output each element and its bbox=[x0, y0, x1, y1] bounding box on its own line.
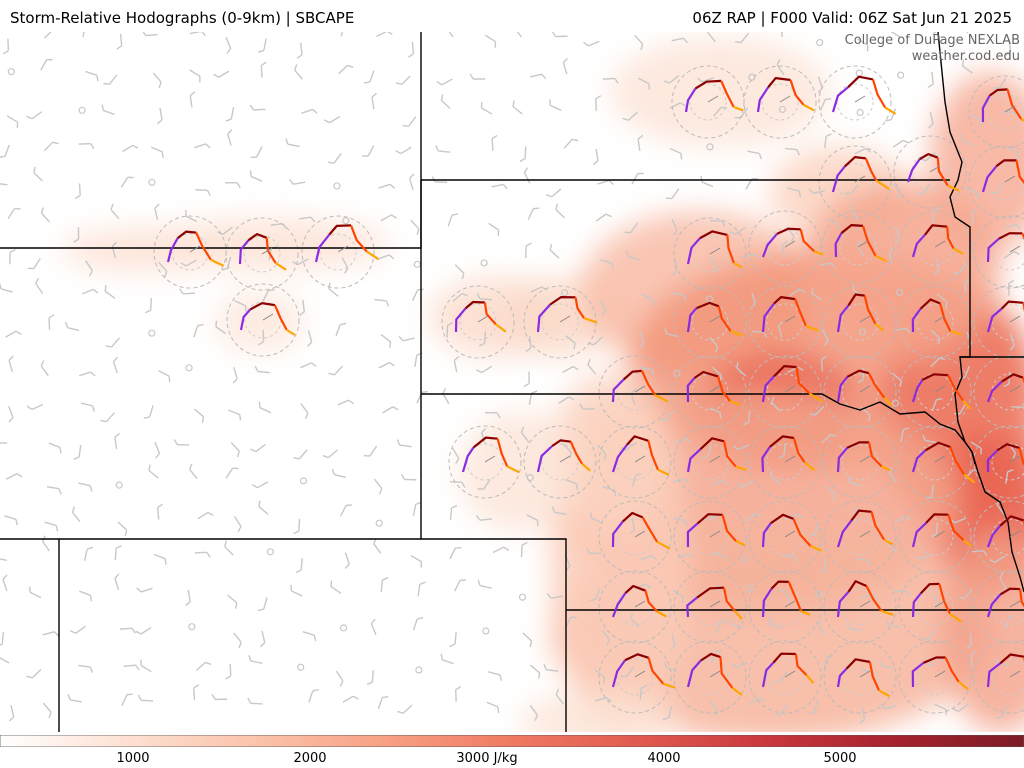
hodograph-rings bbox=[153, 65, 1024, 714]
credit-url: weather.cod.edu bbox=[911, 49, 1020, 64]
colorbar-tick: 4000 bbox=[647, 751, 681, 766]
colorbar-gradient bbox=[0, 734, 1024, 748]
header-bar: Storm-Relative Hodographs (0-9km) | SBCA… bbox=[0, 0, 1024, 32]
colorbar-tick: 5000 bbox=[823, 751, 857, 766]
missouri-river bbox=[937, 32, 1024, 593]
wyoming-border bbox=[0, 32, 422, 249]
hodographs bbox=[166, 75, 1024, 698]
map-canvas bbox=[0, 32, 1024, 732]
weather-map[interactable] bbox=[0, 32, 1024, 732]
map-title: Storm-Relative Hodographs (0-9km) | SBCA… bbox=[10, 9, 355, 27]
wind-barbs bbox=[0, 32, 1024, 724]
valid-time: 06Z RAP | F000 Valid: 06Z Sat Jun 21 202… bbox=[692, 9, 1012, 27]
colorbar-tick: 3000 J/kg bbox=[456, 751, 518, 766]
credit: College of DuPage NEXLAB weather.cod.edu bbox=[845, 33, 1020, 65]
colorbar-ticks: 1000 2000 3000 J/kg 4000 5000 bbox=[0, 748, 1024, 768]
colorbar bbox=[0, 732, 1024, 748]
credit-org: College of DuPage NEXLAB bbox=[844, 33, 1020, 48]
colorado-newmexico-border bbox=[0, 538, 567, 732]
colorbar-tick: 1000 bbox=[116, 751, 150, 766]
cape-shading bbox=[60, 37, 1024, 732]
colorbar-tick: 2000 bbox=[293, 751, 327, 766]
